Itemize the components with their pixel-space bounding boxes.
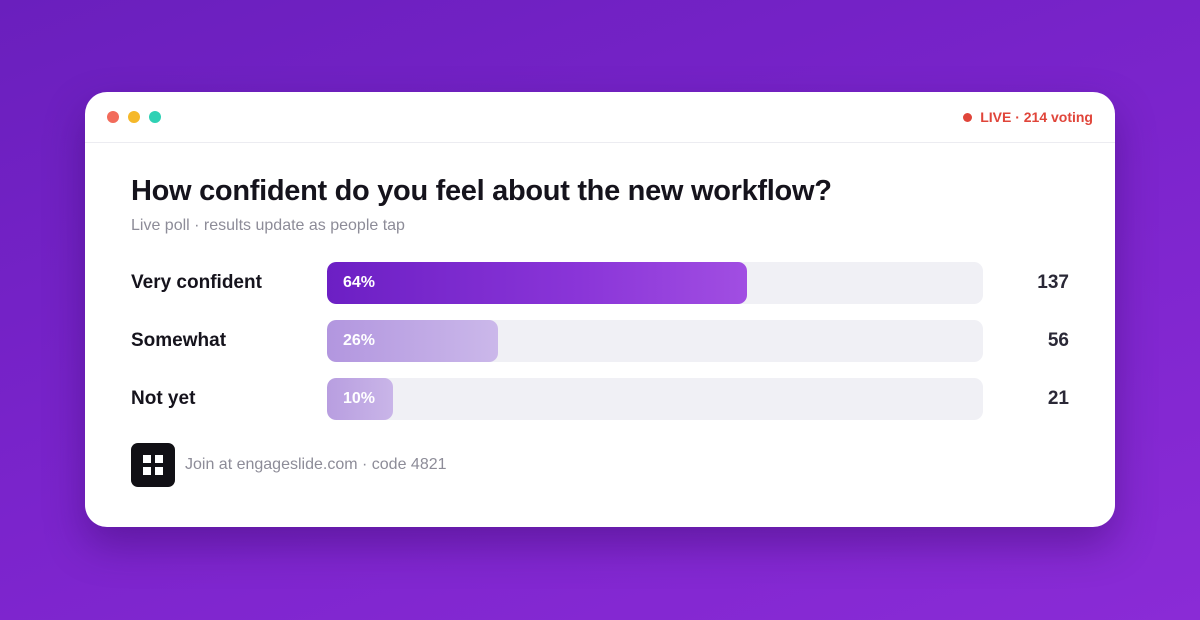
poll-content: How confident do you feel about the new … [131, 172, 1069, 420]
option-percent: 10% [343, 390, 376, 407]
live-status: LIVE · 214 voting [963, 109, 1093, 125]
poll-subtitle: Live poll · results update as people tap [131, 217, 405, 234]
option-label: Not yet [131, 388, 196, 409]
minimize-dot[interactable] [128, 111, 140, 123]
close-dot[interactable] [107, 111, 119, 123]
live-status-text: LIVE · 214 voting [980, 109, 1093, 125]
option-label: Very confident [131, 272, 262, 293]
poll-option-somewhat[interactable]: Somewhat 26% 56 [131, 320, 1069, 362]
result-bar-fill [327, 320, 498, 362]
poll-window: LIVE · 214 voting How confident do you f… [85, 92, 1115, 527]
result-bar-fill [327, 378, 393, 420]
title-bar: LIVE · 214 voting [85, 92, 1115, 143]
option-vote-count: 56 [1047, 330, 1069, 351]
result-bar-fill [327, 262, 747, 304]
result-bar-track: 26% [327, 320, 983, 362]
poll-option-very-confident[interactable]: Very confident 64% 137 [131, 262, 1069, 304]
live-indicator-icon [963, 112, 973, 122]
option-label: Somewhat [131, 330, 227, 351]
result-bar-track: 10% [327, 378, 983, 420]
join-instructions: Join at engageslide.com · code 4821 [185, 456, 447, 473]
option-percent: 64% [343, 274, 376, 291]
option-vote-count: 137 [1037, 272, 1069, 293]
window-controls [107, 111, 161, 123]
result-bar-track: 64% [327, 262, 983, 304]
join-footer: Join at engageslide.com · code 4821 [131, 443, 447, 487]
option-vote-count: 21 [1047, 388, 1069, 409]
qr-code-icon[interactable] [131, 443, 175, 487]
poll-option-not-yet[interactable]: Not yet 10% 21 [131, 378, 1069, 420]
maximize-dot[interactable] [149, 111, 161, 123]
poll-question: How confident do you feel about the new … [131, 175, 832, 207]
option-percent: 26% [343, 332, 376, 349]
